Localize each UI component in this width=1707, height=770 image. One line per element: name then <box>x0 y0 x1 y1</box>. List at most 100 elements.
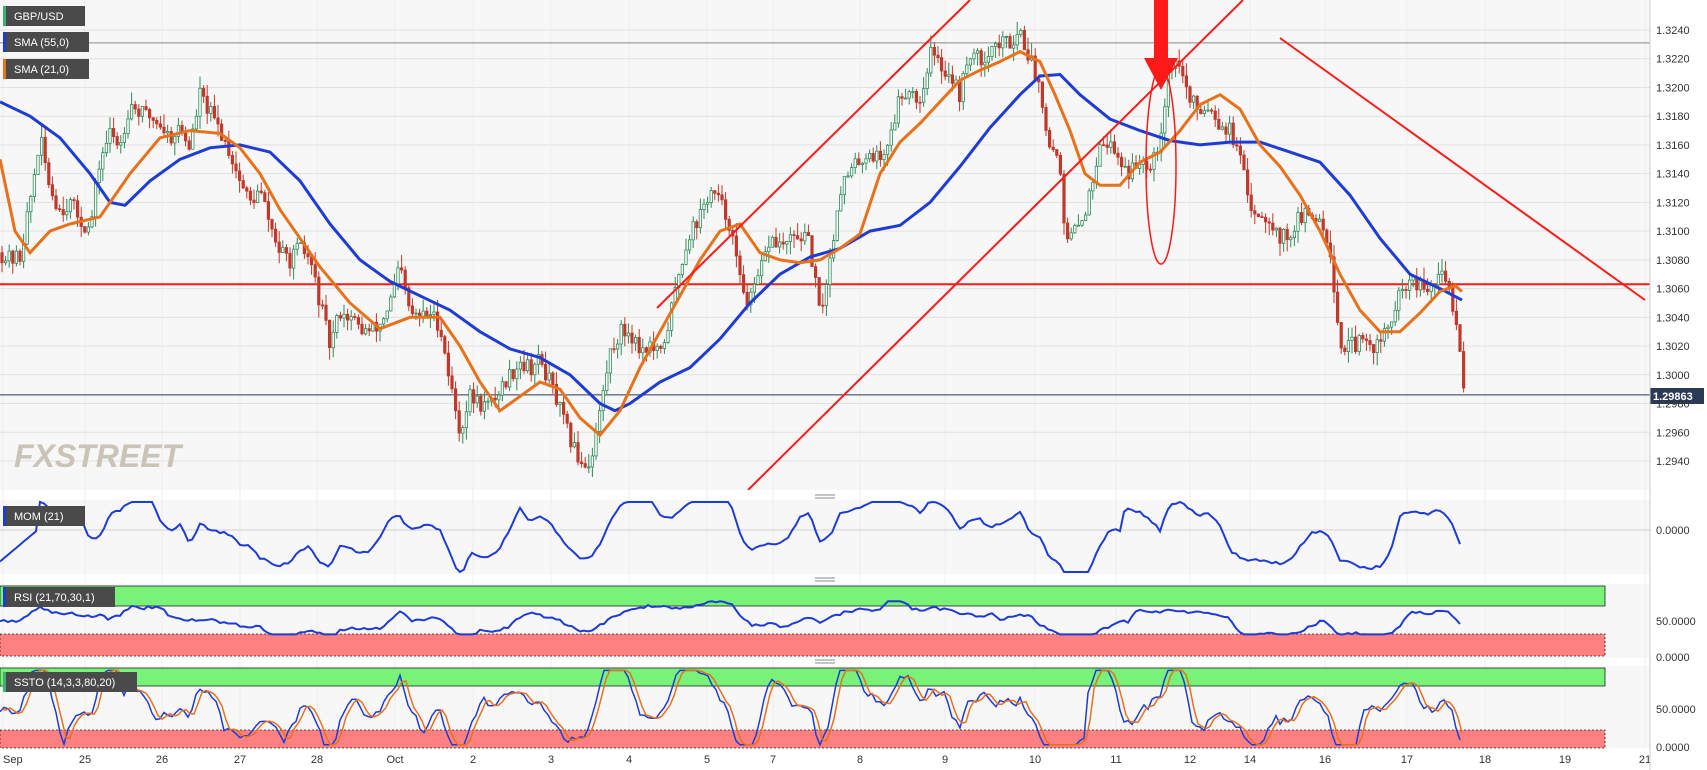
candle-body <box>475 395 479 404</box>
candle-body <box>349 316 353 321</box>
panel-resize-handle[interactable] <box>815 577 835 582</box>
candle-body <box>882 154 886 160</box>
candle-body <box>205 95 209 114</box>
panel-resize-handle[interactable] <box>815 494 835 499</box>
candle-body <box>702 203 706 210</box>
sma21-line <box>0 49 1463 438</box>
candle-body <box>900 96 904 99</box>
panel-resize-handle[interactable] <box>815 659 835 664</box>
candle-body <box>720 194 724 201</box>
candle-body <box>1069 232 1073 240</box>
price-tick-label: 1.3040 <box>1656 312 1690 324</box>
candle-body <box>893 122 897 131</box>
candle-body <box>983 61 987 66</box>
candle-body <box>230 155 234 165</box>
candle-body <box>612 348 616 351</box>
price-tick-label: 1.3100 <box>1656 226 1690 238</box>
candle-body <box>234 163 238 172</box>
legend-momentum: MOM (21) <box>3 506 85 526</box>
candle-body <box>86 226 90 233</box>
candle-body <box>263 192 267 202</box>
candle-body <box>724 199 728 220</box>
candle-body <box>968 58 973 66</box>
candle-body <box>684 249 688 265</box>
candle-body <box>1213 110 1217 120</box>
candle-body <box>169 131 173 144</box>
candle-body <box>450 375 454 390</box>
price-tick-label: 1.2940 <box>1656 456 1690 468</box>
candle-body <box>140 106 144 117</box>
candle-body <box>360 323 364 335</box>
candle-body <box>277 241 281 253</box>
candle-body <box>108 127 112 144</box>
candle-body <box>1426 288 1430 292</box>
candle-body <box>943 70 947 77</box>
candle-body <box>868 153 872 160</box>
candle-body <box>1109 141 1113 148</box>
price-tick-label: 1.2960 <box>1656 427 1690 439</box>
candle-body <box>1120 156 1124 168</box>
candle-body <box>835 210 839 241</box>
candle-body <box>792 234 796 237</box>
candle-body <box>266 201 271 220</box>
candle-body <box>637 337 641 354</box>
candle-body <box>212 105 216 119</box>
candle-body <box>781 241 785 245</box>
candle-body <box>860 162 865 165</box>
candle-body <box>245 187 249 192</box>
candle-body <box>1285 228 1289 241</box>
candle-body <box>572 442 577 448</box>
candle-body <box>241 180 245 189</box>
candle-body <box>1051 146 1055 151</box>
candle-body <box>918 101 922 104</box>
candle-body <box>1206 109 1210 112</box>
candle-body <box>363 328 368 335</box>
channel-upper-line <box>656 0 971 309</box>
time-tick-label: 4 <box>626 754 632 766</box>
candle-body <box>1278 227 1282 244</box>
rsi-overbought-zone <box>0 585 1606 607</box>
candle-body <box>1404 289 1408 292</box>
candle-body <box>317 276 321 306</box>
candle-body <box>961 72 965 103</box>
candle-body <box>94 182 98 218</box>
candle-body <box>209 105 213 114</box>
momentum-tick-label: 0.0000 <box>1656 525 1690 537</box>
price-tick-label: 1.3180 <box>1656 111 1690 123</box>
candle-body <box>565 413 569 424</box>
candle-body <box>324 304 328 321</box>
candle-body <box>587 466 591 469</box>
candle-body <box>443 336 447 354</box>
time-tick-label: 19 <box>1559 754 1571 766</box>
candle-body <box>1271 222 1275 231</box>
stoch-d-line <box>1 669 1463 746</box>
candle-body <box>50 184 55 197</box>
candle-body <box>76 200 80 218</box>
candle-body <box>446 352 451 377</box>
candle-body <box>558 402 562 405</box>
rsi-tick-50: 50.0000 <box>1656 616 1696 628</box>
time-tick-label: 25 <box>79 754 91 766</box>
candle-body <box>1400 289 1404 292</box>
candle-body <box>536 354 541 365</box>
candle-body <box>680 264 685 276</box>
candle-body <box>544 364 548 381</box>
candle-body <box>1019 29 1023 35</box>
candle-body <box>335 315 339 333</box>
candle-body <box>511 369 515 380</box>
candle-body <box>252 199 256 203</box>
candle-body <box>1289 237 1293 241</box>
candle-body <box>306 253 310 258</box>
stoch-oversold-zone <box>0 729 1606 749</box>
candle-body <box>331 331 335 349</box>
candle-body <box>655 345 659 351</box>
candle-body <box>1040 81 1044 108</box>
candle-body <box>594 431 598 457</box>
candle-body <box>147 109 152 119</box>
candle-body <box>1080 220 1084 226</box>
time-tick-label: 8 <box>857 754 863 766</box>
candle-body <box>1375 339 1379 353</box>
candle-body <box>313 264 317 278</box>
candle-body <box>1055 149 1059 156</box>
price-tick-label: 1.3160 <box>1656 140 1690 152</box>
